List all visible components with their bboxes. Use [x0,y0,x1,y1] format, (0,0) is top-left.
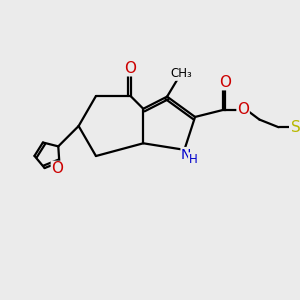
Text: S: S [291,120,300,135]
Text: N: N [181,148,191,162]
Text: O: O [124,61,136,76]
Text: H: H [189,153,197,166]
Text: O: O [51,161,63,176]
Text: O: O [219,75,231,90]
Text: CH₃: CH₃ [170,67,192,80]
Text: O: O [237,103,249,118]
